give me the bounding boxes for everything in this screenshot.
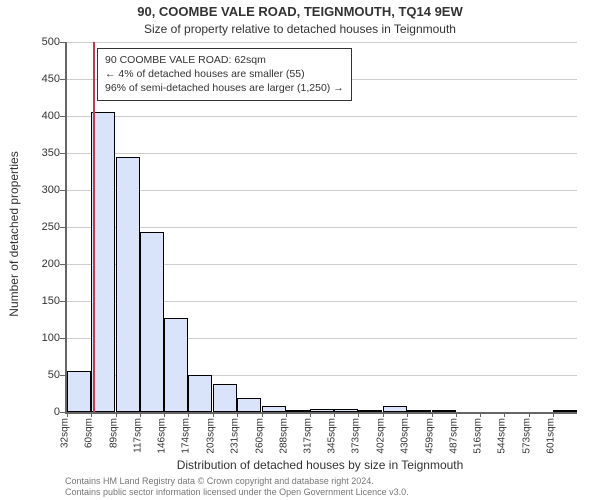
bar (334, 409, 358, 412)
ytick-label: 0 (20, 406, 60, 418)
xtick-label: 601sqm (546, 418, 557, 454)
ytick-label: 500 (20, 36, 60, 48)
x-axis-label: Distribution of detached houses by size … (65, 458, 575, 472)
bar (188, 375, 212, 412)
xtick-mark (164, 412, 165, 417)
bar (407, 410, 431, 412)
xtick-label: 573sqm (522, 418, 533, 454)
y-axis-label: Number of detached properties (7, 104, 21, 364)
xtick-label: 459sqm (424, 418, 435, 454)
xtick-mark (213, 412, 214, 417)
ytick-mark (60, 79, 65, 80)
xtick-label: 89sqm (108, 418, 119, 448)
bar (286, 410, 310, 412)
bar (67, 371, 91, 412)
gridline (67, 190, 577, 191)
xtick-label: 402sqm (376, 418, 387, 454)
bar (116, 157, 140, 412)
bar (262, 406, 286, 412)
ytick-label: 350 (20, 147, 60, 159)
ytick-label: 100 (20, 332, 60, 344)
xtick-label: 345sqm (327, 418, 338, 454)
chart-subtitle: Size of property relative to detached ho… (0, 22, 600, 36)
ytick-label: 150 (20, 295, 60, 307)
ytick-mark (60, 301, 65, 302)
plot-area: 90 COOMBE VALE ROAD: 62sqm ← 4% of detac… (65, 42, 577, 414)
xtick-mark (432, 412, 433, 417)
xtick-mark (456, 412, 457, 417)
bar (432, 410, 456, 412)
ytick-mark (60, 412, 65, 413)
xtick-mark (504, 412, 505, 417)
xtick-mark (529, 412, 530, 417)
xtick-label: 117sqm (132, 418, 143, 453)
ytick-label: 200 (20, 258, 60, 270)
xtick-mark (116, 412, 117, 417)
gridline (67, 227, 577, 228)
ytick-label: 300 (20, 184, 60, 196)
xtick-mark (480, 412, 481, 417)
xtick-mark (407, 412, 408, 417)
bar (140, 232, 164, 412)
xtick-label: 317sqm (303, 418, 314, 454)
ytick-mark (60, 42, 65, 43)
ytick-mark (60, 190, 65, 191)
xtick-label: 231sqm (230, 418, 241, 454)
ytick-mark (60, 153, 65, 154)
ytick-mark (60, 116, 65, 117)
xtick-mark (237, 412, 238, 417)
xtick-mark (140, 412, 141, 417)
disclaimer-line-1: Contains HM Land Registry data © Crown c… (65, 476, 575, 487)
info-line-3: 96% of semi-detached houses are larger (… (105, 81, 344, 95)
disclaimer-line-2: Contains public sector information licen… (65, 487, 575, 498)
xtick-label: 203sqm (206, 418, 217, 454)
info-line-2: ← 4% of detached houses are smaller (55) (105, 67, 344, 81)
xtick-label: 146sqm (157, 418, 168, 454)
xtick-label: 430sqm (400, 418, 411, 454)
xtick-label: 260sqm (254, 418, 265, 454)
xtick-label: 516sqm (473, 418, 484, 454)
xtick-mark (91, 412, 92, 417)
chart-container: 90, COOMBE VALE ROAD, TEIGNMOUTH, TQ14 9… (0, 0, 600, 500)
ytick-label: 400 (20, 110, 60, 122)
xtick-mark (334, 412, 335, 417)
xtick-label: 60sqm (83, 418, 94, 448)
bar (164, 318, 188, 412)
ytick-label: 450 (20, 73, 60, 85)
ytick-mark (60, 227, 65, 228)
xtick-label: 544sqm (497, 418, 508, 454)
bar (310, 409, 334, 412)
xtick-mark (383, 412, 384, 417)
bar (358, 410, 382, 412)
xtick-mark (286, 412, 287, 417)
bar (383, 406, 407, 412)
bar (553, 410, 577, 412)
xtick-label: 487sqm (448, 418, 459, 454)
marker-line (93, 42, 95, 412)
ytick-mark (60, 264, 65, 265)
ytick-label: 250 (20, 221, 60, 233)
bar (237, 398, 261, 412)
xtick-mark (262, 412, 263, 417)
gridline (67, 116, 577, 117)
xtick-mark (553, 412, 554, 417)
bar (213, 384, 237, 412)
ytick-label: 50 (20, 369, 60, 381)
xtick-label: 174sqm (181, 418, 192, 454)
disclaimer: Contains HM Land Registry data © Crown c… (65, 476, 575, 499)
xtick-label: 373sqm (351, 418, 362, 454)
xtick-label: 32sqm (60, 418, 71, 448)
ytick-mark (60, 375, 65, 376)
xtick-mark (310, 412, 311, 417)
gridline (67, 42, 577, 43)
xtick-mark (67, 412, 68, 417)
xtick-mark (188, 412, 189, 417)
xtick-mark (358, 412, 359, 417)
info-line-1: 90 COOMBE VALE ROAD: 62sqm (105, 53, 344, 67)
xtick-label: 288sqm (278, 418, 289, 454)
chart-title: 90, COOMBE VALE ROAD, TEIGNMOUTH, TQ14 9… (0, 4, 600, 19)
ytick-mark (60, 338, 65, 339)
gridline (67, 153, 577, 154)
info-box: 90 COOMBE VALE ROAD: 62sqm ← 4% of detac… (97, 48, 352, 101)
